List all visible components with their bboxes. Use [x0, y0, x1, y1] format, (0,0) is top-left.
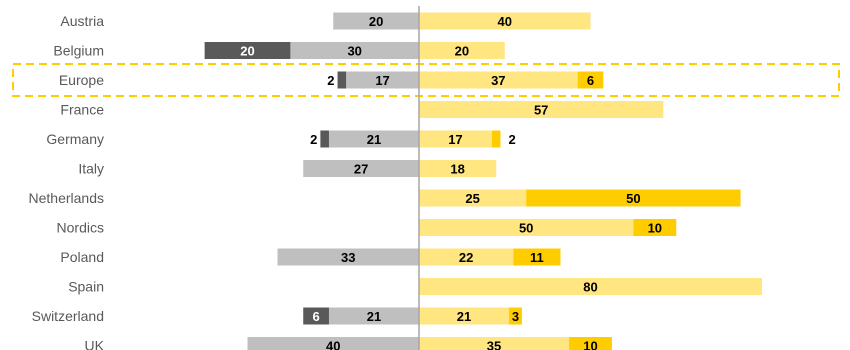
data-label-uk-series-1: 40 — [326, 339, 340, 350]
data-label-germany-series-1: 21 — [367, 132, 381, 147]
bar-uk-series-3 — [569, 337, 612, 350]
bar-belgium-series-2 — [419, 42, 505, 59]
data-label-europe-series-3: 6 — [587, 73, 594, 88]
data-label-netherlands-series-3: 50 — [626, 191, 640, 206]
bar-europe-series-3 — [577, 71, 604, 89]
bar-nordics-series-3 — [633, 219, 677, 236]
bar-belgium-series-0 — [204, 42, 291, 59]
data-label-nordics-series-2: 50 — [519, 221, 533, 236]
data-label-europe-series-1: 17 — [375, 73, 389, 88]
data-label-poland-series-3: 11 — [530, 250, 544, 265]
bar-uk-series-1 — [247, 337, 419, 350]
bar-germany-series-3 — [491, 130, 501, 148]
category-label-uk: UK — [85, 338, 105, 350]
category-label-switzerland: Switzerland — [32, 308, 104, 324]
data-label-spain-series-2: 80 — [583, 280, 597, 295]
data-label-europe-series-2: 37 — [491, 73, 505, 88]
bar-europe-series-0 — [337, 71, 347, 89]
bar-poland-series-1 — [277, 248, 419, 266]
data-label-uk-series-3: 10 — [583, 339, 597, 350]
data-label-switzerland-series-0: 6 — [312, 309, 319, 324]
data-label-belgium-series-1: 30 — [347, 44, 361, 59]
data-label-poland-series-1: 33 — [341, 250, 355, 265]
data-label-switzerland-series-2: 21 — [457, 309, 471, 324]
data-label-france-series-2: 57 — [534, 103, 548, 118]
category-label-belgium: Belgium — [53, 43, 104, 59]
data-label-poland-series-2: 22 — [459, 250, 473, 265]
bar-poland-series-3 — [513, 248, 561, 266]
category-label-france: France — [60, 102, 104, 118]
bar-italy-series-2 — [419, 160, 497, 177]
category-label-italy: Italy — [78, 161, 104, 177]
data-label-switzerland-series-1: 21 — [367, 309, 381, 324]
bar-switzerland-series-0 — [303, 307, 329, 325]
data-label-germany-series-0: 2 — [310, 132, 317, 147]
category-label-spain: Spain — [68, 279, 104, 295]
data-label-italy-series-2: 18 — [450, 162, 464, 177]
category-label-europe: Europe — [59, 72, 104, 88]
bar-germany-series-2 — [419, 130, 492, 148]
bar-netherlands-series-3 — [526, 189, 741, 207]
category-label-poland: Poland — [60, 249, 104, 265]
bar-france-series-2 — [419, 101, 664, 118]
category-label-germany: Germany — [46, 131, 104, 147]
data-label-germany-series-3: 2 — [508, 132, 515, 147]
bar-netherlands-series-2 — [419, 189, 527, 207]
data-label-belgium-series-0: 20 — [240, 44, 254, 59]
bar-austria-series-2 — [419, 12, 591, 30]
bar-germany-series-1 — [328, 130, 419, 148]
data-label-germany-series-2: 17 — [448, 132, 462, 147]
bar-italy-series-1 — [303, 160, 419, 177]
category-label-nordics: Nordics — [57, 220, 104, 236]
bar-austria-series-1 — [333, 12, 419, 30]
data-label-belgium-series-2: 20 — [455, 44, 469, 59]
data-label-austria-series-2: 40 — [498, 14, 512, 29]
bar-europe-series-2 — [419, 71, 578, 89]
category-label-netherlands: Netherlands — [29, 190, 105, 206]
data-label-netherlands-series-2: 25 — [465, 191, 479, 206]
bar-switzerland-series-2 — [419, 307, 510, 325]
category-label-austria: Austria — [60, 13, 104, 29]
data-label-europe-series-0: 2 — [327, 73, 334, 88]
data-label-italy-series-1: 27 — [354, 162, 368, 177]
bar-switzerland-series-1 — [328, 307, 419, 325]
bar-germany-series-0 — [320, 130, 329, 148]
bar-belgium-series-1 — [290, 42, 419, 59]
bar-europe-series-1 — [346, 71, 419, 89]
bar-poland-series-2 — [419, 248, 514, 266]
data-label-austria-series-1: 20 — [369, 14, 383, 29]
bar-nordics-series-2 — [419, 219, 634, 236]
bar-switzerland-series-3 — [509, 307, 522, 325]
bar-spain-series-2 — [419, 278, 762, 295]
data-label-uk-series-2: 35 — [487, 339, 501, 350]
bar-uk-series-2 — [419, 337, 570, 350]
data-label-switzerland-series-3: 3 — [512, 309, 519, 324]
data-label-nordics-series-3: 10 — [648, 221, 662, 236]
